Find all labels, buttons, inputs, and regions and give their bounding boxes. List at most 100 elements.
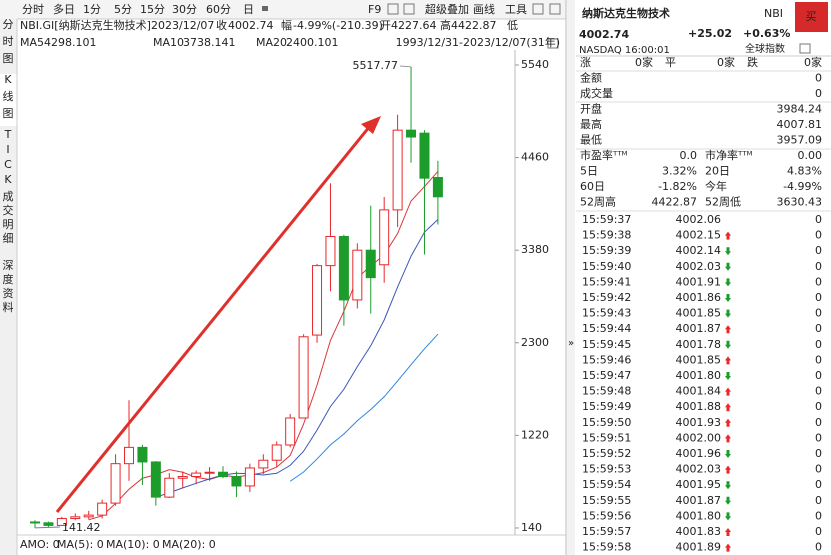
stat-cell: 市盈率ᵀᵀᴹ	[580, 148, 627, 162]
tick-time: 15:59:38	[582, 229, 631, 242]
icon[interactable]	[532, 3, 544, 15]
tick-volume: 0	[815, 400, 822, 413]
tick-price: 4002.00	[676, 431, 722, 444]
candle-body	[271, 444, 282, 461]
side-tab-char[interactable]: 度	[3, 272, 14, 286]
tick-price: 4002.14	[676, 244, 722, 257]
candle-body	[392, 129, 403, 211]
side-tab-char[interactable]: 细	[3, 232, 14, 245]
side-tab-char[interactable]: C	[4, 158, 12, 171]
candle-body	[406, 129, 417, 138]
candle-body	[191, 472, 202, 478]
toolbar-tool[interactable]: 画线	[473, 2, 495, 16]
stat-cell: 3630.43	[777, 196, 823, 209]
stat-cell: 平	[665, 56, 676, 69]
header-item: 4227.64	[391, 19, 437, 32]
toolbar-f9[interactable]: F9	[368, 3, 381, 16]
tick-volume: 0	[815, 291, 822, 304]
header-item: -4.99%(-210.39)	[293, 19, 383, 32]
side-tab-char[interactable]: 深	[3, 259, 14, 272]
tick-volume: 0	[815, 322, 822, 335]
annotation-line	[399, 65, 412, 68]
candle-body	[43, 522, 54, 526]
side-tab-char[interactable]: 资	[3, 287, 14, 300]
footer-item: MA(5): 0	[57, 538, 104, 551]
toolbar-tab[interactable]: 60分	[206, 3, 231, 16]
side-tab-char[interactable]: 明	[3, 218, 14, 231]
side-tab-char[interactable]: 料	[3, 300, 14, 314]
candle-body	[325, 235, 336, 267]
tick-arrow-down	[725, 372, 731, 380]
icon[interactable]	[387, 3, 399, 15]
side-tab-char[interactable]: 线	[3, 89, 14, 103]
candle-body	[218, 471, 229, 478]
footer-item: AMO: 0	[20, 538, 60, 551]
candle-body	[97, 502, 108, 516]
stat-cell: -4.99%	[783, 180, 822, 193]
side-tab-char[interactable]: 图	[3, 52, 14, 65]
icon[interactable]	[547, 38, 559, 49]
stat-cell: 4007.81	[777, 118, 823, 131]
dropdown-icon[interactable]	[262, 6, 268, 11]
tick-volume: 0	[815, 525, 822, 538]
buy-label[interactable]: 买	[806, 10, 817, 23]
tick-arrow-up	[725, 543, 731, 552]
stat-cell: 3957.09	[777, 134, 823, 147]
stat-cell: 0.00	[798, 149, 823, 162]
ma-name: MA5	[20, 36, 44, 49]
buy-button[interactable]	[795, 2, 828, 32]
toolbar-bg	[0, 0, 566, 19]
toolbar-tool[interactable]: 超级叠加	[425, 2, 469, 16]
toolbar-tab[interactable]: 分时	[22, 3, 44, 16]
side-tab-char[interactable]: T	[4, 128, 12, 141]
y-tick-label: 3380	[521, 243, 549, 256]
toolbar-tab[interactable]: 5分	[114, 3, 132, 16]
candle-body	[70, 516, 81, 520]
side-tab-char[interactable]: 交	[3, 203, 14, 217]
candle-body	[312, 265, 323, 336]
stat-cell: 20日	[705, 165, 730, 178]
tick-arrow-down	[725, 481, 731, 490]
candle-body	[352, 249, 363, 301]
header-item: 2023/12/07	[151, 19, 214, 32]
stat-cell: 3984.24	[777, 103, 823, 116]
side-tab-char[interactable]: 成	[3, 190, 14, 203]
stat-cell: 52周低	[705, 196, 741, 209]
tick-time: 15:59:58	[582, 541, 631, 554]
tick-price: 4001.80	[676, 509, 722, 522]
toolbar-tool[interactable]: 工具	[505, 3, 527, 16]
toolbar-tab[interactable]: 日	[243, 3, 254, 16]
toolbar-tab[interactable]: 1分	[83, 3, 101, 16]
tick-arrow-up	[725, 356, 731, 365]
icon[interactable]	[403, 3, 415, 15]
splitter[interactable]	[567, 0, 575, 555]
tick-volume: 0	[815, 494, 822, 507]
tick-volume: 0	[815, 385, 822, 398]
tick-arrow-up	[725, 465, 731, 474]
tick-price: 4001.95	[676, 478, 722, 491]
stat-cell: 今年	[705, 179, 727, 193]
icon[interactable]	[799, 43, 811, 54]
side-tab-char[interactable]: I	[6, 143, 9, 156]
tick-time: 15:59:46	[582, 353, 631, 366]
toolbar-tab[interactable]: 15分	[140, 3, 165, 16]
candle-body	[432, 177, 443, 198]
tick-price: 4001.87	[676, 322, 722, 335]
toolbar-tab[interactable]: 多日	[53, 2, 75, 16]
side-tab-char[interactable]: K	[4, 173, 12, 186]
tick-volume: 0	[815, 463, 822, 476]
trend-arrow	[55, 125, 372, 513]
toolbar-tab[interactable]: 30分	[172, 3, 197, 16]
splitter-arrow[interactable]: »	[568, 338, 574, 349]
side-tab-char[interactable]: 时	[3, 35, 14, 48]
footer-item: MA(10): 0	[106, 538, 160, 551]
icon[interactable]	[549, 3, 561, 15]
side-tab-char[interactable]: 图	[3, 107, 14, 120]
side-tab-char[interactable]: 分	[3, 18, 14, 31]
stat-cell: 4.83%	[787, 165, 822, 178]
annotation: 141.42	[62, 521, 101, 534]
side-tab-char[interactable]: K	[4, 73, 12, 86]
quote-link[interactable]: 全球指数	[745, 42, 785, 55]
ma-value: 2400.101	[286, 36, 339, 49]
tick-price: 4001.85	[676, 353, 722, 366]
